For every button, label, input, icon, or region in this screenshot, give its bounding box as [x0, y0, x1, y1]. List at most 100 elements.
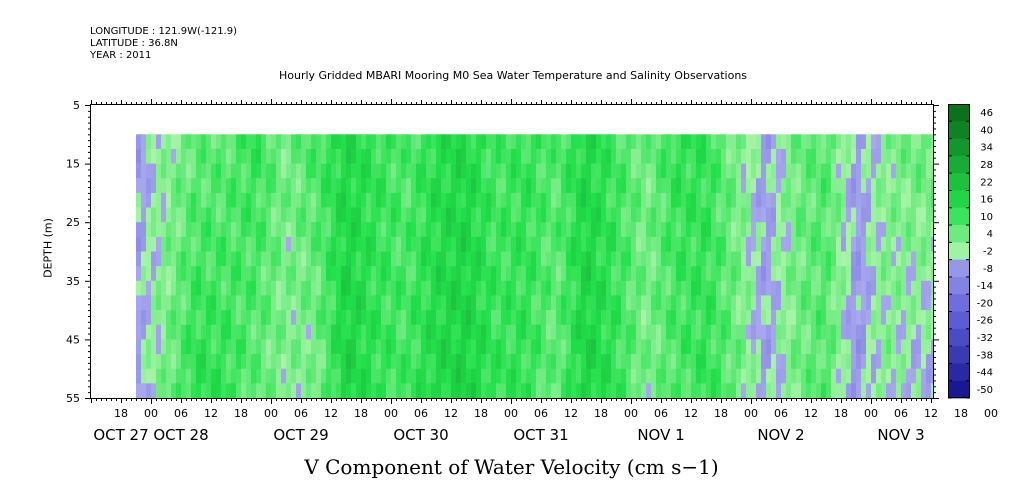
heatmap-cell	[621, 236, 627, 252]
heatmap-cell	[871, 368, 877, 384]
heatmap-cell	[721, 134, 727, 150]
heatmap-cell	[541, 134, 547, 150]
heatmap-cell	[836, 207, 842, 223]
heatmap-cell	[486, 310, 492, 326]
heatmap-cell	[576, 310, 582, 326]
heatmap-cell	[361, 368, 367, 384]
heatmap-cell	[341, 339, 347, 355]
heatmap-cell	[746, 339, 752, 355]
heatmap-cell	[241, 178, 247, 194]
heatmap-cell	[561, 192, 567, 208]
heatmap-cell	[186, 178, 192, 194]
heatmap-cell	[591, 383, 597, 399]
heatmap-cell	[431, 178, 437, 194]
heatmap-cell	[636, 192, 642, 208]
heatmap-cell	[646, 148, 652, 164]
heatmap-cell	[186, 192, 192, 208]
heatmap-cell	[206, 295, 212, 311]
heatmap-cell	[386, 207, 392, 223]
heatmap-cell	[236, 295, 242, 311]
heatmap-cell	[466, 339, 472, 355]
heatmap-cell	[316, 280, 322, 296]
heatmap-cell	[171, 134, 177, 150]
heatmap-cell	[861, 354, 867, 369]
heatmap-cell	[511, 236, 517, 252]
heatmap-cell	[446, 368, 452, 384]
heatmap-cell	[331, 163, 337, 179]
heatmap-cell	[531, 368, 537, 384]
heatmap-cell	[686, 251, 692, 267]
heatmap-cell	[781, 222, 787, 238]
heatmap-cell	[886, 324, 892, 340]
heatmap-cell	[466, 236, 472, 252]
heatmap-cell	[366, 134, 372, 150]
heatmap-cell	[851, 148, 857, 164]
heatmap-cell	[781, 236, 787, 252]
heatmap-cell	[406, 368, 412, 384]
heatmap-cell	[461, 178, 467, 194]
heatmap-cell	[921, 339, 927, 355]
heatmap-cell	[201, 222, 207, 238]
heatmap-cell	[321, 163, 327, 179]
heatmap-cell	[726, 163, 732, 179]
heatmap-cell	[451, 354, 457, 369]
heatmap-cell	[296, 251, 302, 267]
heatmap-cell	[676, 251, 682, 267]
heatmap-cell	[856, 280, 862, 296]
heatmap-cell	[671, 236, 677, 252]
heatmap-cell	[816, 324, 822, 340]
x-date-label: OCT 28	[153, 426, 208, 444]
heatmap-cell	[356, 266, 362, 282]
heatmap-cell	[781, 310, 787, 326]
heatmap-cell	[896, 295, 902, 311]
heatmap-cell	[606, 236, 612, 252]
heatmap-cell	[576, 251, 582, 267]
heatmap-cell	[886, 163, 892, 179]
heatmap-cell	[831, 295, 837, 311]
heatmap-cell	[796, 207, 802, 223]
heatmap-cell	[146, 280, 152, 296]
heatmap-cell	[396, 310, 402, 326]
heatmap-cell	[811, 222, 817, 238]
heatmap-cell	[831, 178, 837, 194]
heatmap-cell	[791, 207, 797, 223]
heatmap-cell	[896, 310, 902, 326]
heatmap-cell	[556, 354, 562, 369]
heatmap-cell	[671, 310, 677, 326]
heatmap-cell	[301, 207, 307, 223]
heatmap-cell	[461, 266, 467, 282]
heatmap-cell	[231, 310, 237, 326]
heatmap-cell	[556, 207, 562, 223]
heatmap-cell	[731, 383, 737, 399]
heatmap-cell	[181, 192, 187, 208]
heatmap-cell	[871, 251, 877, 267]
heatmap-cell	[176, 266, 182, 282]
heatmap-cell	[921, 251, 927, 267]
heatmap-cell	[436, 295, 442, 311]
heatmap-cell	[891, 178, 897, 194]
heatmap-cell	[706, 368, 712, 384]
heatmap-cell	[701, 280, 707, 296]
heatmap-cell	[871, 134, 877, 150]
heatmap-cell	[491, 222, 497, 238]
heatmap-cell	[411, 207, 417, 223]
heatmap-cell	[216, 280, 222, 296]
heatmap-cell	[661, 178, 667, 194]
heatmap-cell	[476, 192, 482, 208]
heatmap-cell	[896, 324, 902, 340]
heatmap-cell	[891, 222, 897, 238]
heatmap-cell	[211, 266, 217, 282]
heatmap-cell	[811, 310, 817, 326]
heatmap-cell	[441, 310, 447, 326]
heatmap-cell	[726, 324, 732, 340]
heatmap-cell	[646, 222, 652, 238]
heatmap-cell	[836, 310, 842, 326]
heatmap-cell	[911, 251, 917, 267]
heatmap-cell	[696, 354, 702, 369]
heatmap-cell	[751, 339, 757, 355]
heatmap-cell	[536, 251, 542, 267]
heatmap-cell	[666, 324, 672, 340]
heatmap-cell	[606, 368, 612, 384]
heatmap-cell	[686, 310, 692, 326]
heatmap-cell	[421, 324, 427, 340]
